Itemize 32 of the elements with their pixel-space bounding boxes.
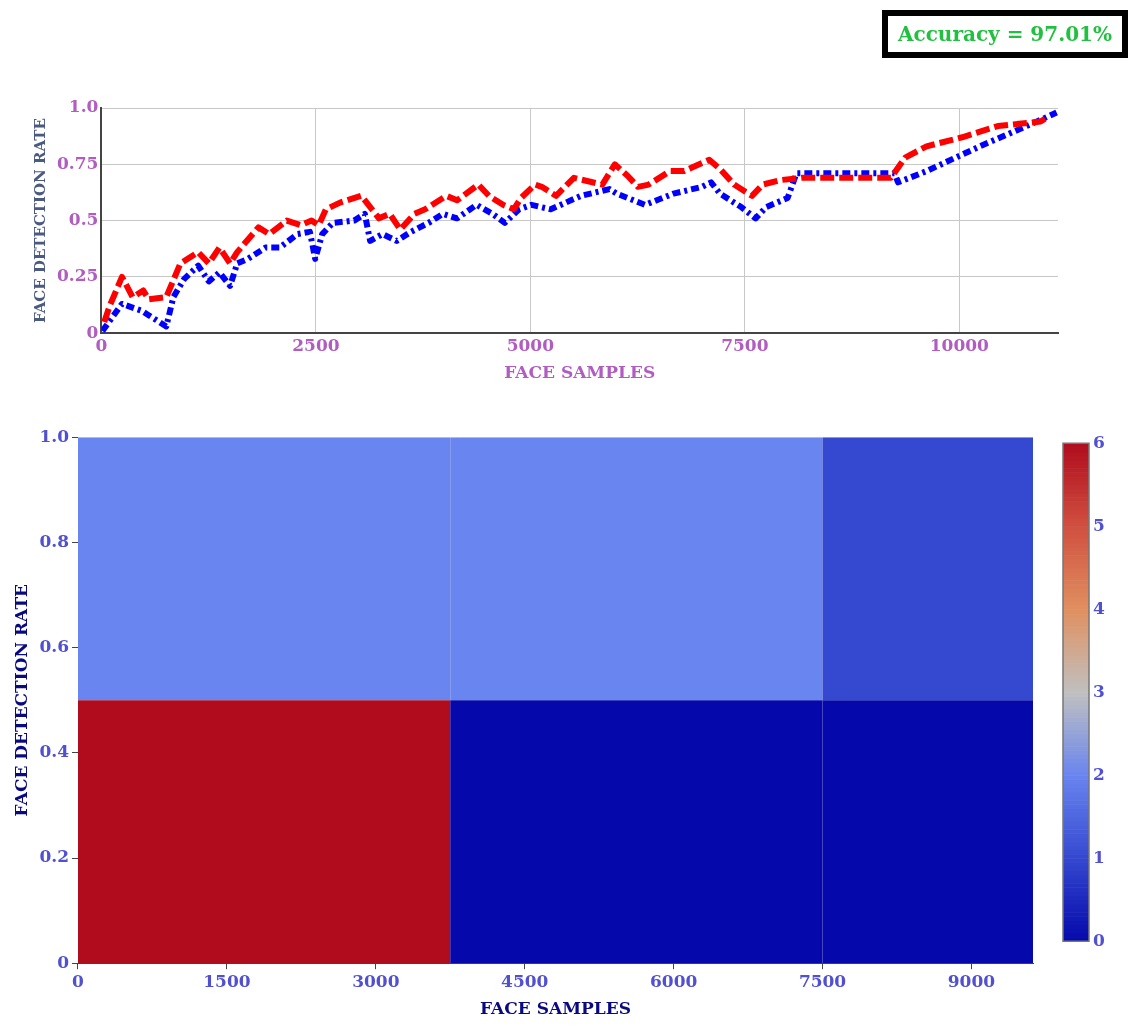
x-tick-label: 2500 bbox=[292, 334, 340, 355]
x-tick-label: 7500 bbox=[798, 970, 847, 991]
y-tick-label: 0.6 bbox=[39, 636, 69, 657]
y-tick-label: 0.2 bbox=[39, 846, 69, 867]
y-axis-title: FACE DETECTION RATE bbox=[10, 583, 31, 817]
x-tick-label: 10000 bbox=[929, 334, 990, 355]
x-tick-label: 3000 bbox=[352, 970, 400, 991]
color-bar-label: 0 bbox=[1093, 929, 1105, 950]
color-bar-label: 5 bbox=[1093, 514, 1105, 535]
y-tick-label: 0.4 bbox=[39, 741, 70, 762]
x-axis-title: FACE SAMPLES bbox=[480, 998, 631, 1019]
y-tick-label: 0 bbox=[57, 951, 70, 972]
y-axis-title: FACE DETECTION RATE bbox=[30, 118, 49, 324]
x-tick-label: 6000 bbox=[649, 970, 698, 991]
color-bar-label: 1 bbox=[1093, 846, 1105, 867]
text: Accuracy = 97.01% bbox=[881, 10, 1128, 58]
y-tick-label: 0.25 bbox=[57, 265, 99, 286]
y-tick-label: 0.8 bbox=[39, 530, 69, 551]
y-tick-label: 1.0 bbox=[68, 96, 99, 117]
color-bar-label: 2 bbox=[1093, 763, 1105, 784]
y-tick-label: 1.0 bbox=[39, 425, 70, 446]
color-bar-label: 3 bbox=[1093, 680, 1105, 701]
color-bar-label: 4 bbox=[1093, 597, 1105, 618]
x-axis-title: FACE SAMPLES bbox=[504, 362, 656, 383]
x-tick-label: 5000 bbox=[506, 334, 555, 355]
x-tick-label: 9000 bbox=[947, 970, 996, 991]
y-tick-label: 0.75 bbox=[57, 152, 99, 173]
x-tick-label: 4500 bbox=[501, 970, 549, 991]
color-bar-label: 6 bbox=[1093, 431, 1105, 452]
x-tick-label: 7500 bbox=[721, 334, 769, 355]
y-tick-label: 0.5 bbox=[68, 209, 99, 230]
x-tick-label: 1500 bbox=[203, 970, 251, 991]
